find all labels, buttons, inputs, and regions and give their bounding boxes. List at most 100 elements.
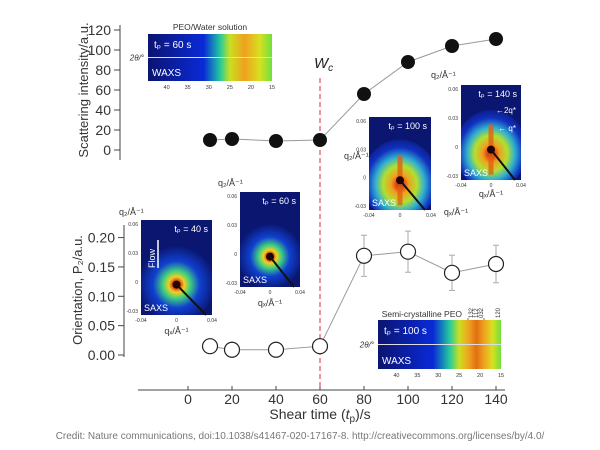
intensity-point bbox=[401, 55, 415, 69]
intensity-point bbox=[445, 39, 459, 53]
saxs-y-tick-label: 0.03 bbox=[128, 251, 138, 257]
y-tick-label: 0.15 bbox=[88, 259, 115, 275]
beamstop-arm bbox=[490, 148, 516, 181]
x-tick-label: 40 bbox=[268, 391, 284, 407]
critical-label: Wc bbox=[314, 55, 333, 74]
saxs-x-tick-label: 0.04 bbox=[295, 290, 305, 296]
intensity-line bbox=[209, 38, 497, 142]
beamstop-arm bbox=[399, 179, 426, 211]
waxs-tick-label: 40 bbox=[393, 373, 399, 379]
waxs-tick-label: 15 bbox=[498, 373, 504, 379]
saxs-qz-label: q₂/Å⁻¹ bbox=[344, 151, 369, 161]
saxs-tag: SAXS bbox=[144, 303, 168, 313]
saxs-tag: SAXS bbox=[464, 168, 488, 178]
saxs-time: tₚ = 60 s bbox=[262, 196, 296, 206]
intensity-point bbox=[225, 132, 239, 146]
beamstop-arm bbox=[175, 283, 207, 316]
waxs-time: tₚ = 60 s bbox=[154, 40, 191, 51]
saxs-x-tick-label: 0.04 bbox=[516, 183, 526, 189]
saxs-qz-label: q₂/Å⁻¹ bbox=[431, 70, 456, 80]
waxs-tag: WAXS bbox=[152, 68, 181, 79]
credit-text: Credit: Nature communications, doi:10.10… bbox=[55, 431, 545, 442]
saxs-x-tick-label: 0 bbox=[269, 290, 272, 296]
orientation-point bbox=[443, 264, 461, 281]
y-tick-label: 120 bbox=[88, 22, 112, 38]
waxs-tick-label: 20 bbox=[248, 85, 254, 91]
saxs-inset: tₚ = 100 s SAXS 0.06 0.03 0 -0.03 -0.04 0 0.04 q₂… bbox=[344, 117, 468, 219]
saxs-y-tick-label: -0.03 bbox=[355, 204, 367, 210]
waxs-top-inset: tₚ = 60 s WAXS 2θ/° 40 35 30 25 20 15 bbox=[129, 34, 275, 91]
saxs-qx-label: qₓ/Å⁻¹ bbox=[258, 298, 282, 308]
orientation-point bbox=[267, 341, 285, 358]
waxs-tick-label: 25 bbox=[227, 85, 233, 91]
saxs-y-tick-label: 0.03 bbox=[227, 223, 237, 229]
saxs-x-tick-label: -0.04 bbox=[234, 290, 246, 296]
waxs-bottom-inset: tₚ = 100 s WAXS 2θ/° 40 35 30 25 20 15 bbox=[359, 320, 504, 379]
y-tick-label: 80 bbox=[95, 62, 111, 78]
x-tick-label: 140 bbox=[484, 391, 508, 407]
orientation-point bbox=[487, 255, 505, 273]
x-tick-label: 80 bbox=[356, 391, 372, 407]
saxs-x-tick-label: -0.04 bbox=[455, 183, 467, 189]
saxs-y-tick-label: 0 bbox=[455, 145, 458, 151]
waxs-bottom-title: Semi-crystalline PEO bbox=[382, 309, 463, 319]
peak-label: 120 bbox=[496, 307, 502, 318]
saxs-qz-label: q₂/Å⁻¹ bbox=[119, 207, 144, 217]
saxs-y-tick-label: 0.03 bbox=[356, 147, 366, 153]
saxs-time: tₚ = 100 s bbox=[388, 121, 427, 131]
x-label-part: t bbox=[346, 406, 351, 422]
intensity-point bbox=[489, 32, 503, 46]
saxs-inset: tₚ = 60 s SAXS 0.06 0.03 0 -0.03 -0.04 0 0.04 q₂/… bbox=[218, 178, 305, 308]
waxs-time: tₚ = 100 s bbox=[384, 326, 427, 337]
y-tick-label: 60 bbox=[95, 82, 111, 98]
waxs-tick-label: 25 bbox=[456, 373, 462, 379]
y-tick-label: 20 bbox=[95, 122, 111, 138]
saxs-qx-label: qₓ/Å⁻¹ bbox=[164, 326, 188, 336]
x-tick-label: 100 bbox=[396, 391, 420, 407]
saxs-tag: SAXS bbox=[372, 198, 396, 208]
waxs-tick-label: 35 bbox=[185, 85, 191, 91]
peak-label: 112 bbox=[474, 308, 480, 318]
saxs-qx-label: qₓ/Å⁻¹ bbox=[444, 207, 468, 217]
intensity-point bbox=[203, 133, 217, 147]
orientation-point bbox=[201, 338, 219, 355]
saxs-y-tick-label: 0 bbox=[234, 252, 237, 258]
saxs-inset: tₚ = 140 s SAXS ←2q* ← q* 0.06 0.03 0 -0.03 -0.0… bbox=[431, 70, 526, 199]
waxs-tick-label: 15 bbox=[269, 85, 275, 91]
x-tick-label: 60 bbox=[312, 391, 328, 407]
x-tick-label: 20 bbox=[224, 391, 240, 407]
waxs-top-title: PEO/Water solution bbox=[173, 22, 248, 32]
top-y-label: Scattering intensity/a.u. bbox=[76, 22, 91, 157]
intensity-point bbox=[357, 87, 371, 101]
saxs-y-tick-label: 0 bbox=[363, 176, 366, 182]
saxs-x-tick-label: -0.04 bbox=[363, 213, 375, 219]
saxs-note: ←2q* bbox=[496, 106, 516, 115]
critical-label-sub: c bbox=[328, 63, 333, 74]
saxs-y-tick-label: -0.03 bbox=[447, 174, 459, 180]
saxs-time: tₚ = 140 s bbox=[478, 89, 517, 99]
waxs-tick-label: 40 bbox=[164, 85, 170, 91]
orientation-point bbox=[223, 341, 241, 358]
x-label-part: )/s bbox=[355, 406, 371, 422]
saxs-qx-label: qₓ/Å⁻¹ bbox=[479, 189, 503, 199]
saxs-y-tick-label: -0.03 bbox=[127, 309, 139, 315]
intensity-point bbox=[269, 134, 283, 148]
flow-label: Flow bbox=[147, 248, 157, 268]
waxs-axis-label: 2θ/° bbox=[129, 54, 145, 63]
saxs-inset: tₚ = 40 s SAXS Flow 0.06 0.03 0 -0.03 -0.04 0 0.0… bbox=[119, 207, 217, 336]
saxs-y-tick-label: 0.06 bbox=[356, 119, 366, 125]
x-tick-label: 0 bbox=[184, 391, 192, 407]
x-tick-label: 120 bbox=[440, 391, 464, 407]
y-tick-label: 0.00 bbox=[88, 347, 115, 363]
saxs-y-tick-label: 0.06 bbox=[128, 222, 138, 228]
orientation-point bbox=[311, 338, 329, 355]
peak-label: 032 bbox=[479, 307, 485, 318]
saxs-y-tick-label: 0 bbox=[135, 280, 138, 286]
saxs-y-tick-label: 0.06 bbox=[448, 87, 458, 93]
saxs-time: tₚ = 40 s bbox=[174, 224, 208, 234]
critical-label-main: W bbox=[314, 55, 330, 72]
saxs-x-tick-label: 0 bbox=[175, 318, 178, 324]
waxs-tick-label: 30 bbox=[206, 85, 212, 91]
